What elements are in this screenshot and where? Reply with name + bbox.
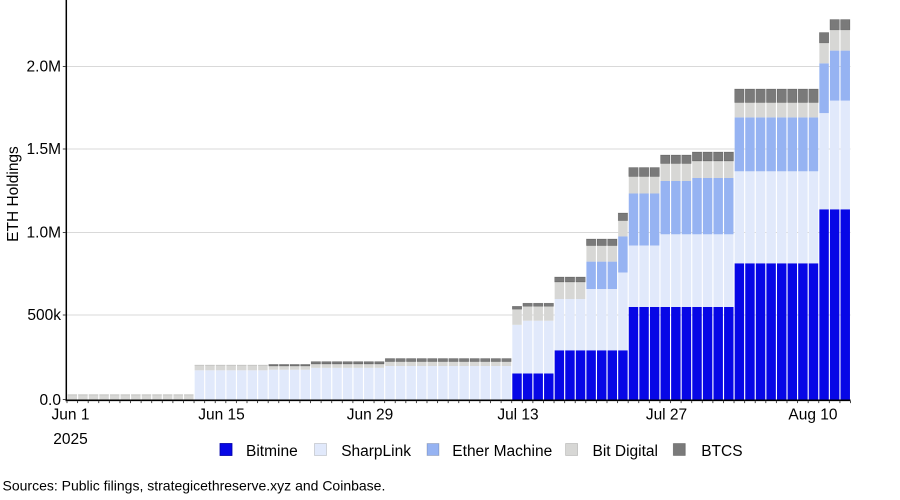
svg-text:2025: 2025 (53, 431, 87, 448)
svg-text:Jun 15: Jun 15 (198, 407, 245, 424)
svg-text:BTCS: BTCS (701, 443, 742, 460)
svg-text:500k: 500k (27, 307, 61, 324)
svg-text:Sources: Public filings, strat: Sources: Public filings, strategicethres… (3, 478, 386, 494)
svg-text:1.5M: 1.5M (27, 141, 61, 158)
svg-text:Bitmine: Bitmine (246, 443, 298, 460)
svg-text:1.0M: 1.0M (27, 225, 61, 242)
svg-text:ETH Holdings: ETH Holdings (5, 146, 22, 242)
svg-text:Jun 29: Jun 29 (347, 407, 394, 424)
svg-text:SharpLink: SharpLink (341, 443, 411, 460)
svg-text:Jun 1: Jun 1 (52, 407, 90, 424)
svg-text:Bit Digital: Bit Digital (593, 443, 658, 460)
svg-text:0.0: 0.0 (39, 392, 61, 409)
svg-text:2.0M: 2.0M (27, 59, 61, 76)
svg-text:Aug 10: Aug 10 (788, 407, 838, 424)
svg-text:Jul 27: Jul 27 (646, 407, 687, 424)
svg-text:Ether Machine: Ether Machine (452, 443, 552, 460)
svg-text:Jul 13: Jul 13 (497, 407, 538, 424)
